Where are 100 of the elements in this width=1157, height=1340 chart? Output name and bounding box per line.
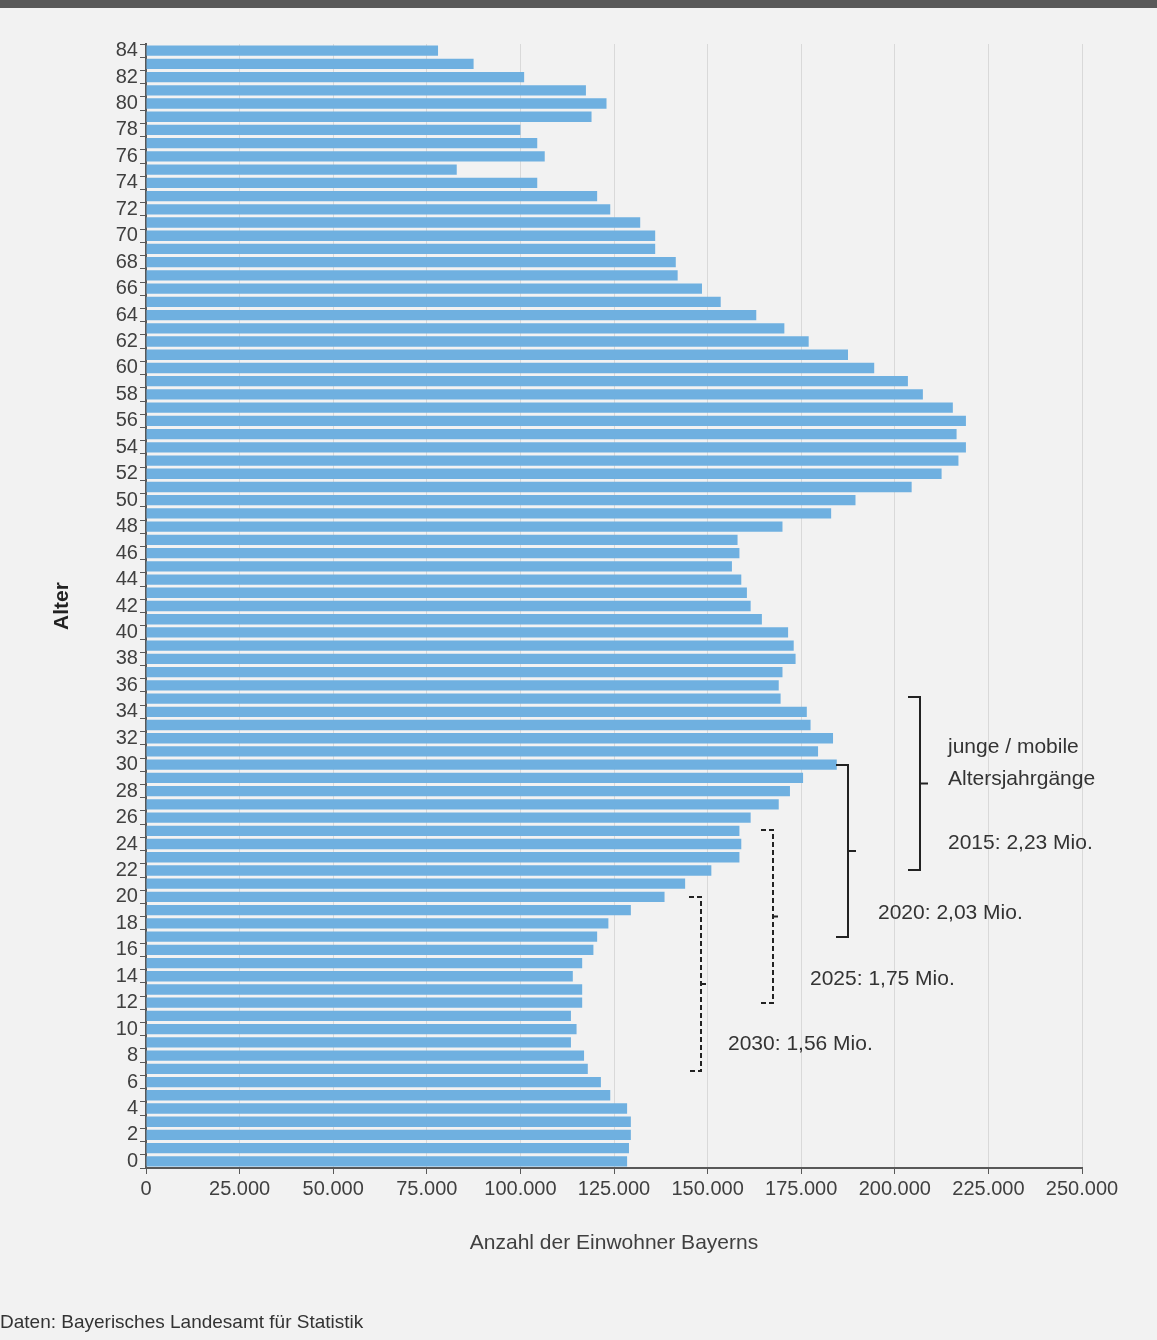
x-tick-label: 0 <box>140 1176 152 1199</box>
bar <box>146 706 807 717</box>
y-tick-label: 26 <box>115 805 138 828</box>
y-tick-label: 18 <box>115 910 138 933</box>
annotation: junge / mobile Altersjahrgänge <box>948 733 1097 791</box>
y-tick-label: 34 <box>115 699 138 722</box>
bar <box>146 58 474 69</box>
y-tick-label: 58 <box>115 381 138 404</box>
y-tick-label: 0 <box>126 1148 138 1171</box>
bar <box>146 1010 571 1022</box>
y-tick-label: 40 <box>115 619 138 642</box>
bar <box>146 997 583 1008</box>
bar <box>146 587 747 598</box>
y-tick-label: 78 <box>115 117 138 140</box>
bar <box>146 627 789 638</box>
bar <box>146 481 912 493</box>
y-tick-label: 74 <box>115 170 138 193</box>
bar <box>146 71 525 83</box>
bar <box>146 561 732 572</box>
bar <box>146 614 762 625</box>
bar <box>146 1129 631 1141</box>
bar <box>146 1050 585 1061</box>
annotation: 2025: 1,75 Mio. <box>810 965 956 991</box>
y-tick-label: 24 <box>115 831 138 854</box>
y-tick-label: 12 <box>115 990 138 1013</box>
y-tick-label: 16 <box>115 937 138 960</box>
bar <box>146 323 785 334</box>
bar <box>146 931 598 942</box>
bar <box>146 812 751 823</box>
y-tick-label: 28 <box>115 778 138 801</box>
y-tick-label: 22 <box>115 857 138 880</box>
bar <box>146 1024 577 1035</box>
y-tick-label: 66 <box>115 276 138 299</box>
y-tick-label: 84 <box>115 38 138 61</box>
y-tick-label: 20 <box>115 884 138 907</box>
bar <box>146 1143 629 1154</box>
bar <box>146 283 702 294</box>
bar <box>146 891 665 903</box>
bar <box>146 124 521 136</box>
y-tick-label: 2 <box>126 1122 138 1145</box>
bar <box>146 362 875 374</box>
y-tick-label: 4 <box>126 1096 138 1119</box>
y-tick-label: 50 <box>115 487 138 510</box>
x-tick-label: 225.000 <box>952 1176 1025 1199</box>
bar <box>146 45 439 56</box>
bar <box>146 521 783 532</box>
bar <box>146 666 783 678</box>
bar <box>146 257 676 268</box>
y-tick-label: 54 <box>115 434 138 457</box>
x-tick-label: 25.000 <box>209 1176 271 1199</box>
x-tick-label: 50.000 <box>302 1176 364 1199</box>
bar <box>146 217 641 228</box>
bar <box>146 1116 631 1127</box>
bar <box>146 190 598 202</box>
bar <box>146 825 740 836</box>
bar <box>146 653 796 665</box>
bar <box>146 204 611 215</box>
x-axis-title: Anzahl der Einwohner Bayerns <box>469 1230 759 1254</box>
y-tick-label: 14 <box>115 963 138 986</box>
x-tick-label: 200.000 <box>858 1176 931 1199</box>
bar <box>146 455 959 466</box>
bar <box>146 389 923 400</box>
x-tick-label: 125.000 <box>577 1176 651 1199</box>
y-tick-label: 68 <box>115 249 138 272</box>
x-tick-label: 100.000 <box>484 1176 557 1199</box>
bar <box>146 230 656 241</box>
bar <box>146 534 738 546</box>
bar <box>146 270 678 281</box>
bar <box>146 971 573 982</box>
bar <box>146 984 583 995</box>
x-tick-label: 250.000 <box>1045 1176 1119 1199</box>
y-tick-label: 36 <box>115 672 138 695</box>
y-tick-label: 62 <box>115 329 138 352</box>
bar <box>146 799 779 810</box>
annotation: 2015: 2,23 Mio. <box>948 829 1094 855</box>
x-tick-label: 75.000 <box>396 1176 458 1199</box>
bar <box>146 719 811 731</box>
y-tick-label: 52 <box>115 461 138 484</box>
y-tick-label: 72 <box>115 196 138 219</box>
bar <box>146 547 740 559</box>
bar <box>146 772 804 784</box>
text: Daten: Bayerisches Landesamt für Statistik <box>0 1310 365 1334</box>
y-tick-label: 82 <box>115 64 138 87</box>
bar <box>146 376 908 387</box>
bar <box>146 957 583 969</box>
y-tick-label: 56 <box>115 408 138 431</box>
bar <box>146 296 721 308</box>
bar <box>146 640 794 651</box>
bar <box>146 865 712 876</box>
y-tick-label: 8 <box>126 1043 138 1066</box>
bar <box>146 111 592 122</box>
y-tick-label: 60 <box>115 355 138 378</box>
bar <box>146 1103 628 1114</box>
bar <box>146 495 856 506</box>
bar <box>146 468 942 479</box>
y-tick-label: 44 <box>115 567 138 590</box>
y-tick-label: 42 <box>115 593 138 616</box>
bar <box>146 918 609 929</box>
bar <box>146 1076 601 1088</box>
bar <box>146 1090 611 1101</box>
